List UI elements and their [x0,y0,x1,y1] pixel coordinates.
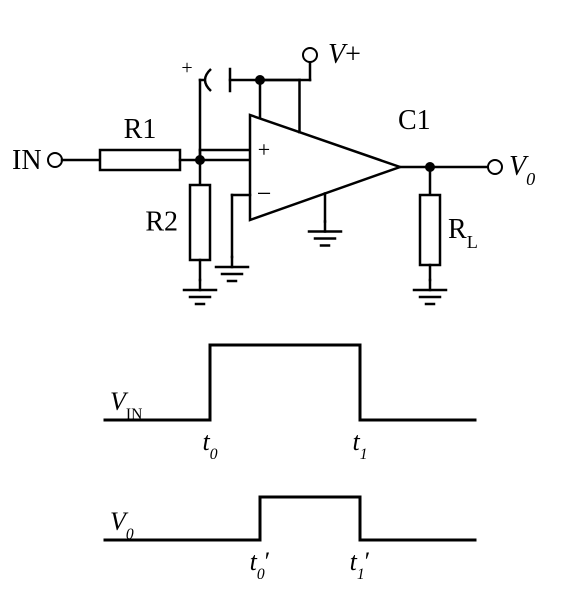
diagram-canvas: IN R1 + V+ + − C1 V0 R2 RL VIN t0 t1 V0 t0′ t1′ [0,0,563,610]
svg-text:+: + [258,137,270,162]
svg-text:C1: C1 [398,105,431,136]
svg-text:−: − [257,179,272,208]
svg-text:IN: IN [12,145,42,176]
svg-text:V0: V0 [509,151,535,189]
svg-text:V0: V0 [110,507,134,543]
svg-text:VIN: VIN [110,387,142,423]
svg-text:t1: t1 [352,427,367,463]
svg-text:R1: R1 [124,114,157,145]
svg-text:t0: t0 [202,427,217,463]
svg-text:R2: R2 [145,207,178,238]
svg-text:t1′: t1′ [350,547,371,583]
svg-text:V+: V+ [328,39,361,70]
svg-text:RL: RL [448,214,478,252]
svg-text:t0′: t0′ [250,547,271,583]
svg-text:+: + [181,57,192,79]
